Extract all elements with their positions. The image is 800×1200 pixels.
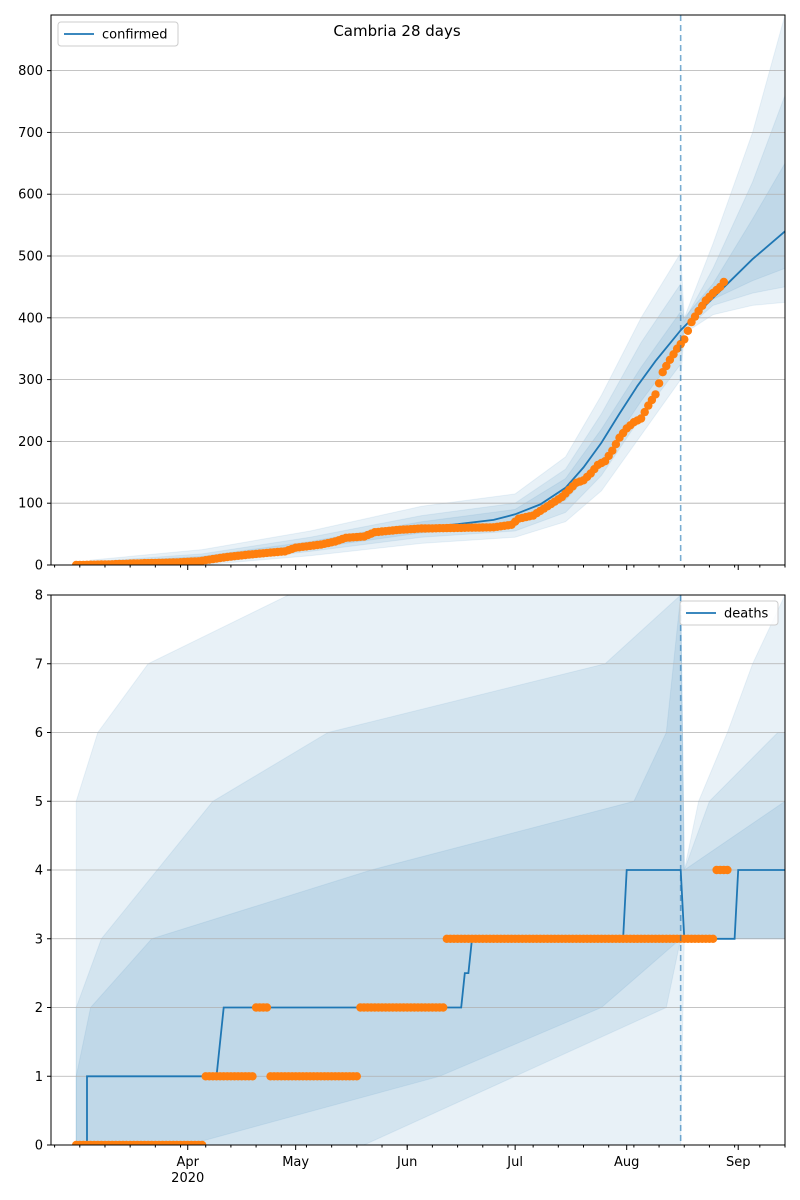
deaths-xtick-label: May: [282, 1155, 309, 1170]
confirmed-ytick-label: 400: [18, 311, 43, 326]
deaths-ytick-label: 7: [35, 657, 43, 672]
deaths-y-ticks: 0 1 2 3 4 5 6 7 8: [35, 589, 51, 1154]
confirmed-point: [611, 440, 621, 449]
confirmed-legend: confirmed: [57, 21, 179, 47]
deaths-ytick-label: 3: [35, 932, 43, 947]
deaths-ytick-label: 0: [35, 1139, 43, 1154]
deaths-xtick-label: Apr: [176, 1155, 199, 1170]
confirmed-y-ticks: 0 100 200 300 400 500 600 700 800: [18, 64, 51, 574]
confirmed-ytick-label: 0: [35, 559, 43, 574]
confirmed-points: [72, 277, 728, 565]
confirmed-ytick-label: 100: [18, 497, 43, 512]
deaths-legend-label: deaths: [724, 607, 769, 622]
deaths-xtick-label: Jul: [506, 1155, 523, 1170]
deaths-xtick-label: Sep: [726, 1155, 751, 1170]
confirmed-legend-box: [57, 21, 179, 47]
confirmed-point: [683, 326, 693, 335]
deaths-point: [439, 1003, 448, 1012]
confirmed-axes-frame: [50, 14, 786, 566]
confirmed-point: [662, 361, 671, 371]
deaths-xtick-label: Aug: [614, 1155, 639, 1170]
deaths-ytick-label: 5: [35, 795, 43, 810]
deaths-ytick-label: 6: [35, 726, 43, 741]
confirmed-point: [658, 368, 667, 377]
deaths-point: [197, 1140, 207, 1145]
chart-title: Cambria 28 days: [333, 22, 461, 40]
confirmed-point: [608, 446, 617, 455]
deaths-ytick-label: 8: [35, 589, 43, 604]
confirmed-point: [719, 277, 728, 287]
deaths-point: [708, 934, 718, 943]
deaths-legend-box: [679, 600, 779, 626]
confirmed-ytick-label: 700: [18, 126, 43, 141]
deaths-legend: deaths: [679, 600, 779, 626]
confirmed-panel: 0 100 200 300 400 500 600 700 800 Cambria 28 day…: [18, 14, 786, 574]
confirmed-ytick-label: 300: [18, 373, 43, 388]
deaths-point: [248, 1072, 257, 1081]
deaths-point: [723, 865, 732, 875]
deaths-xtick-label: Jun: [396, 1155, 417, 1170]
deaths-ytick-label: 1: [35, 1070, 43, 1085]
deaths-xtick-label: 2020: [171, 1171, 204, 1186]
deaths-points: [72, 865, 732, 1145]
confirmed-ytick-label: 200: [18, 435, 43, 450]
deaths-point: [262, 1003, 272, 1012]
confirmed-point: [651, 390, 660, 399]
deaths-point: [352, 1072, 361, 1081]
confirmed-legend-label: confirmed: [102, 28, 168, 43]
confirmed-x-ticks: [54, 565, 786, 570]
confirmed-ytick-label: 600: [18, 188, 43, 203]
confirmed-ytick-label: 800: [18, 64, 43, 79]
confirmed-point: [636, 414, 646, 423]
confirmed-gridlines: [51, 70, 785, 566]
confirmed-ytick-label: 500: [18, 250, 43, 265]
deaths-ytick-label: 2: [35, 1001, 43, 1016]
confirmed-point: [680, 335, 689, 344]
confirmed-point: [654, 379, 664, 388]
deaths-ytick-label: 4: [35, 864, 43, 879]
confirmed-point: [640, 407, 649, 417]
